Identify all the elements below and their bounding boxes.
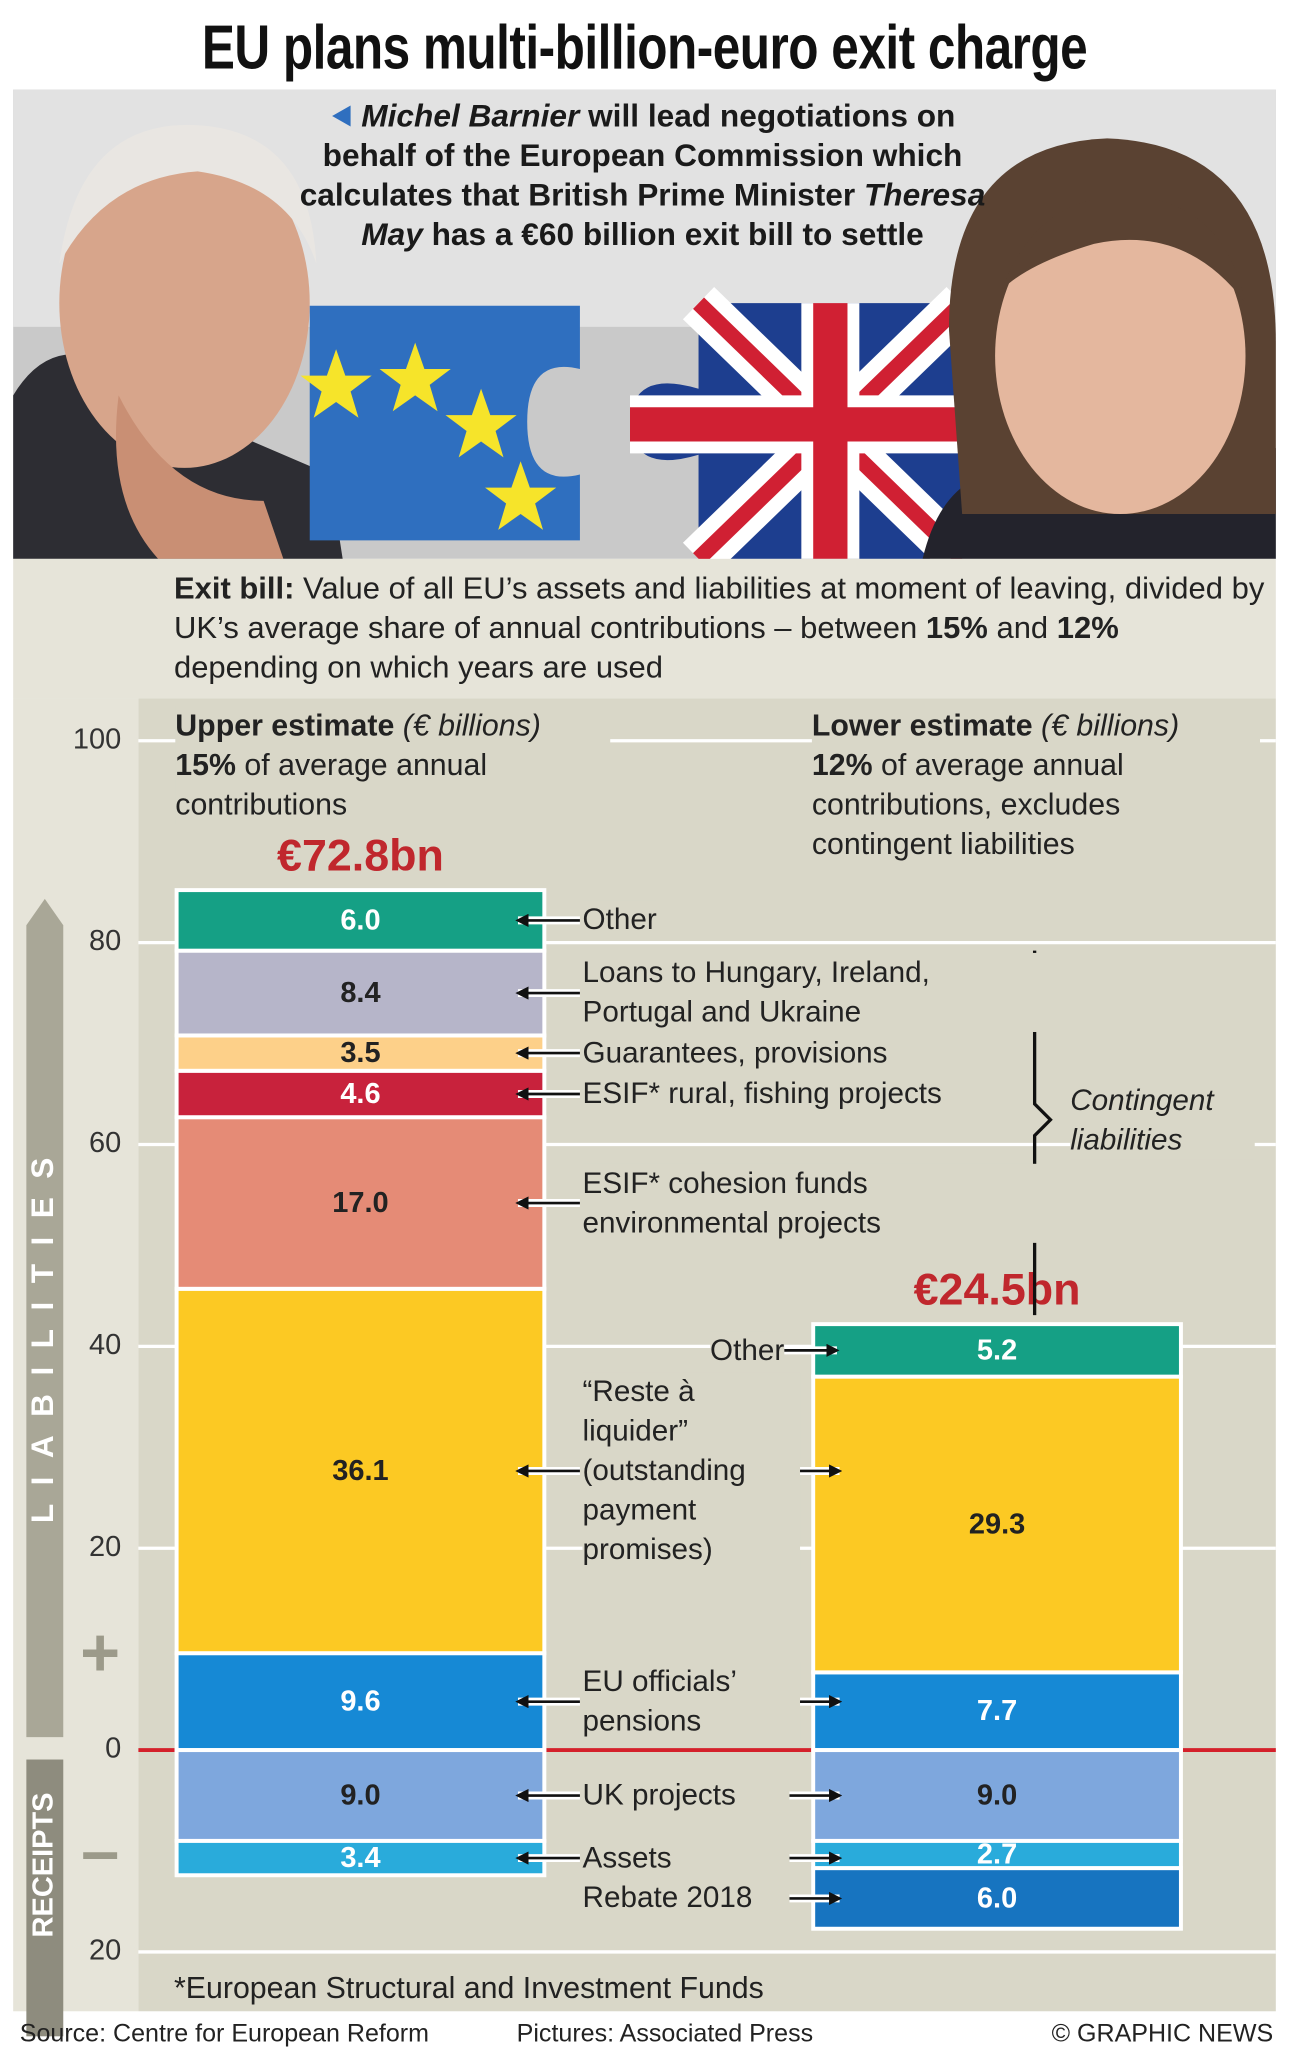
series-label: Other <box>582 900 657 941</box>
series-label: Other <box>710 1330 785 1371</box>
pictures-credit: Pictures: Associated Press <box>516 2020 814 2049</box>
minus-sign: – <box>81 1812 119 1889</box>
intro-name: Theresa May <box>361 177 986 254</box>
title: EU plans multi-billion-euro exit charge <box>201 11 1088 82</box>
eu-puzzle <box>300 305 580 541</box>
bar-segment <box>811 1374 1183 1675</box>
category-unit: (€ billions) <box>402 707 541 743</box>
series-label: ESIF* rural, fishing projects <box>582 1074 942 1114</box>
total-label: €72.8bn <box>277 830 444 880</box>
arrows <box>515 913 843 1906</box>
value-label: 6.0 <box>340 904 380 936</box>
pointer <box>332 105 351 127</box>
y-tick-label: 20 <box>89 1531 121 1563</box>
category-name: Lower estimate <box>811 707 1033 743</box>
bars: 9.6 36.1 17.0 4.6 3.5 8.4 6.0 9.0 3.4 €72.8bn 7.7 2… <box>174 830 1183 1931</box>
bar-segment <box>174 888 547 953</box>
y-tick-label: 80 <box>89 925 121 957</box>
intro-name: Michel Barnier <box>361 98 580 135</box>
value-label: 7.7 <box>977 1695 1017 1727</box>
value-label: 3.4 <box>340 1842 380 1874</box>
credit: © GRAPHIC NEWS <box>1051 2020 1274 2049</box>
source: Source: Centre for European Reform <box>19 2020 430 2049</box>
bar-segment <box>174 1033 547 1073</box>
value-label: 17.0 <box>332 1187 388 1219</box>
series-label: EU officials’ pensions <box>582 1662 801 1742</box>
definition-text: depending on which years are used <box>173 649 664 685</box>
footnote: *European Structural and Investment Fund… <box>173 1970 764 2005</box>
liabilities-label: LIABILITIES <box>24 1139 60 1523</box>
value-label: 29.3 <box>969 1508 1025 1540</box>
definition-share: 15% <box>925 610 988 645</box>
y-tick-label: 20 <box>89 1935 121 1967</box>
series-label: “Reste à liquider” (outstanding payment … <box>582 1372 801 1570</box>
plus-sign: + <box>80 1614 120 1691</box>
intro: Michel Barnier will lead negotiations on… <box>283 98 1001 256</box>
definition-text: Value of all EU’s assets and liabilities… <box>173 570 1265 645</box>
may-photo <box>922 138 1276 559</box>
category-note: of average annual contributions, exclude… <box>811 747 1124 861</box>
series-label: Assets <box>582 1838 672 1878</box>
value-label: 9.0 <box>340 1779 380 1811</box>
y-tick-label: 40 <box>89 1329 121 1361</box>
value-label: 2.7 <box>977 1839 1017 1871</box>
bar-segment <box>174 1115 547 1291</box>
category-share: 15% <box>175 747 236 782</box>
definition-band <box>13 558 1276 699</box>
intro-text: will lead negotiations on behalf of the … <box>299 98 963 214</box>
series-label: UK projects <box>582 1775 736 1816</box>
total-label: €24.5bn <box>914 1264 1081 1314</box>
category-header: Upper estimate (€ billions) 15% of averag… <box>175 705 611 824</box>
uk-puzzle <box>630 287 978 575</box>
value-label: 9.6 <box>340 1686 380 1718</box>
category-unit: (€ billions) <box>1041 707 1180 743</box>
series-label: Guarantees, provisions <box>582 1033 888 1073</box>
y-tick-label: 0 <box>105 1733 121 1765</box>
y-tick-label: 100 <box>73 723 121 755</box>
series-label: ESIF* cohesion funds environmental proje… <box>582 1163 1038 1243</box>
receipts-label: RECEIPTS <box>27 1792 59 1937</box>
bar-segment <box>174 1838 547 1878</box>
series-label: Rebate 2018 <box>582 1878 753 1919</box>
value-label: 36.1 <box>332 1455 388 1487</box>
value-label: 9.0 <box>977 1779 1017 1811</box>
series-label: Loans to Hungary, Ireland, Portugal and … <box>582 953 1038 1033</box>
liabilities-bar <box>26 898 64 1738</box>
bar-segment <box>811 1322 1183 1379</box>
category-header: Lower estimate (€ billions) 12% of averag… <box>811 705 1261 864</box>
value-label: 4.6 <box>340 1078 380 1110</box>
category-name: Upper estimate <box>175 707 395 743</box>
category-share: 12% <box>811 747 873 782</box>
value-label: 5.2 <box>977 1334 1017 1366</box>
bracket-label: Contingent liabilities <box>1070 1080 1255 1160</box>
exit-bill-definition: Exit bill: Value of all EU’s assets and … <box>174 568 1268 687</box>
definition-term: Exit bill: <box>173 570 295 605</box>
value-label: 6.0 <box>977 1882 1017 1914</box>
value-label: 8.4 <box>340 977 380 1009</box>
intro-text: has a €60 billion exit bill to settle <box>422 217 924 254</box>
receipts-bar <box>26 1759 64 2037</box>
category-note: of average annual contributions <box>175 747 488 822</box>
definition-share: 12% <box>1056 610 1119 645</box>
barnier-photo <box>13 124 343 559</box>
y-tick-label: 60 <box>89 1127 121 1159</box>
value-label: 3.5 <box>340 1037 380 1069</box>
definition-text: and <box>987 610 1057 645</box>
bar-segment <box>174 1286 547 1656</box>
